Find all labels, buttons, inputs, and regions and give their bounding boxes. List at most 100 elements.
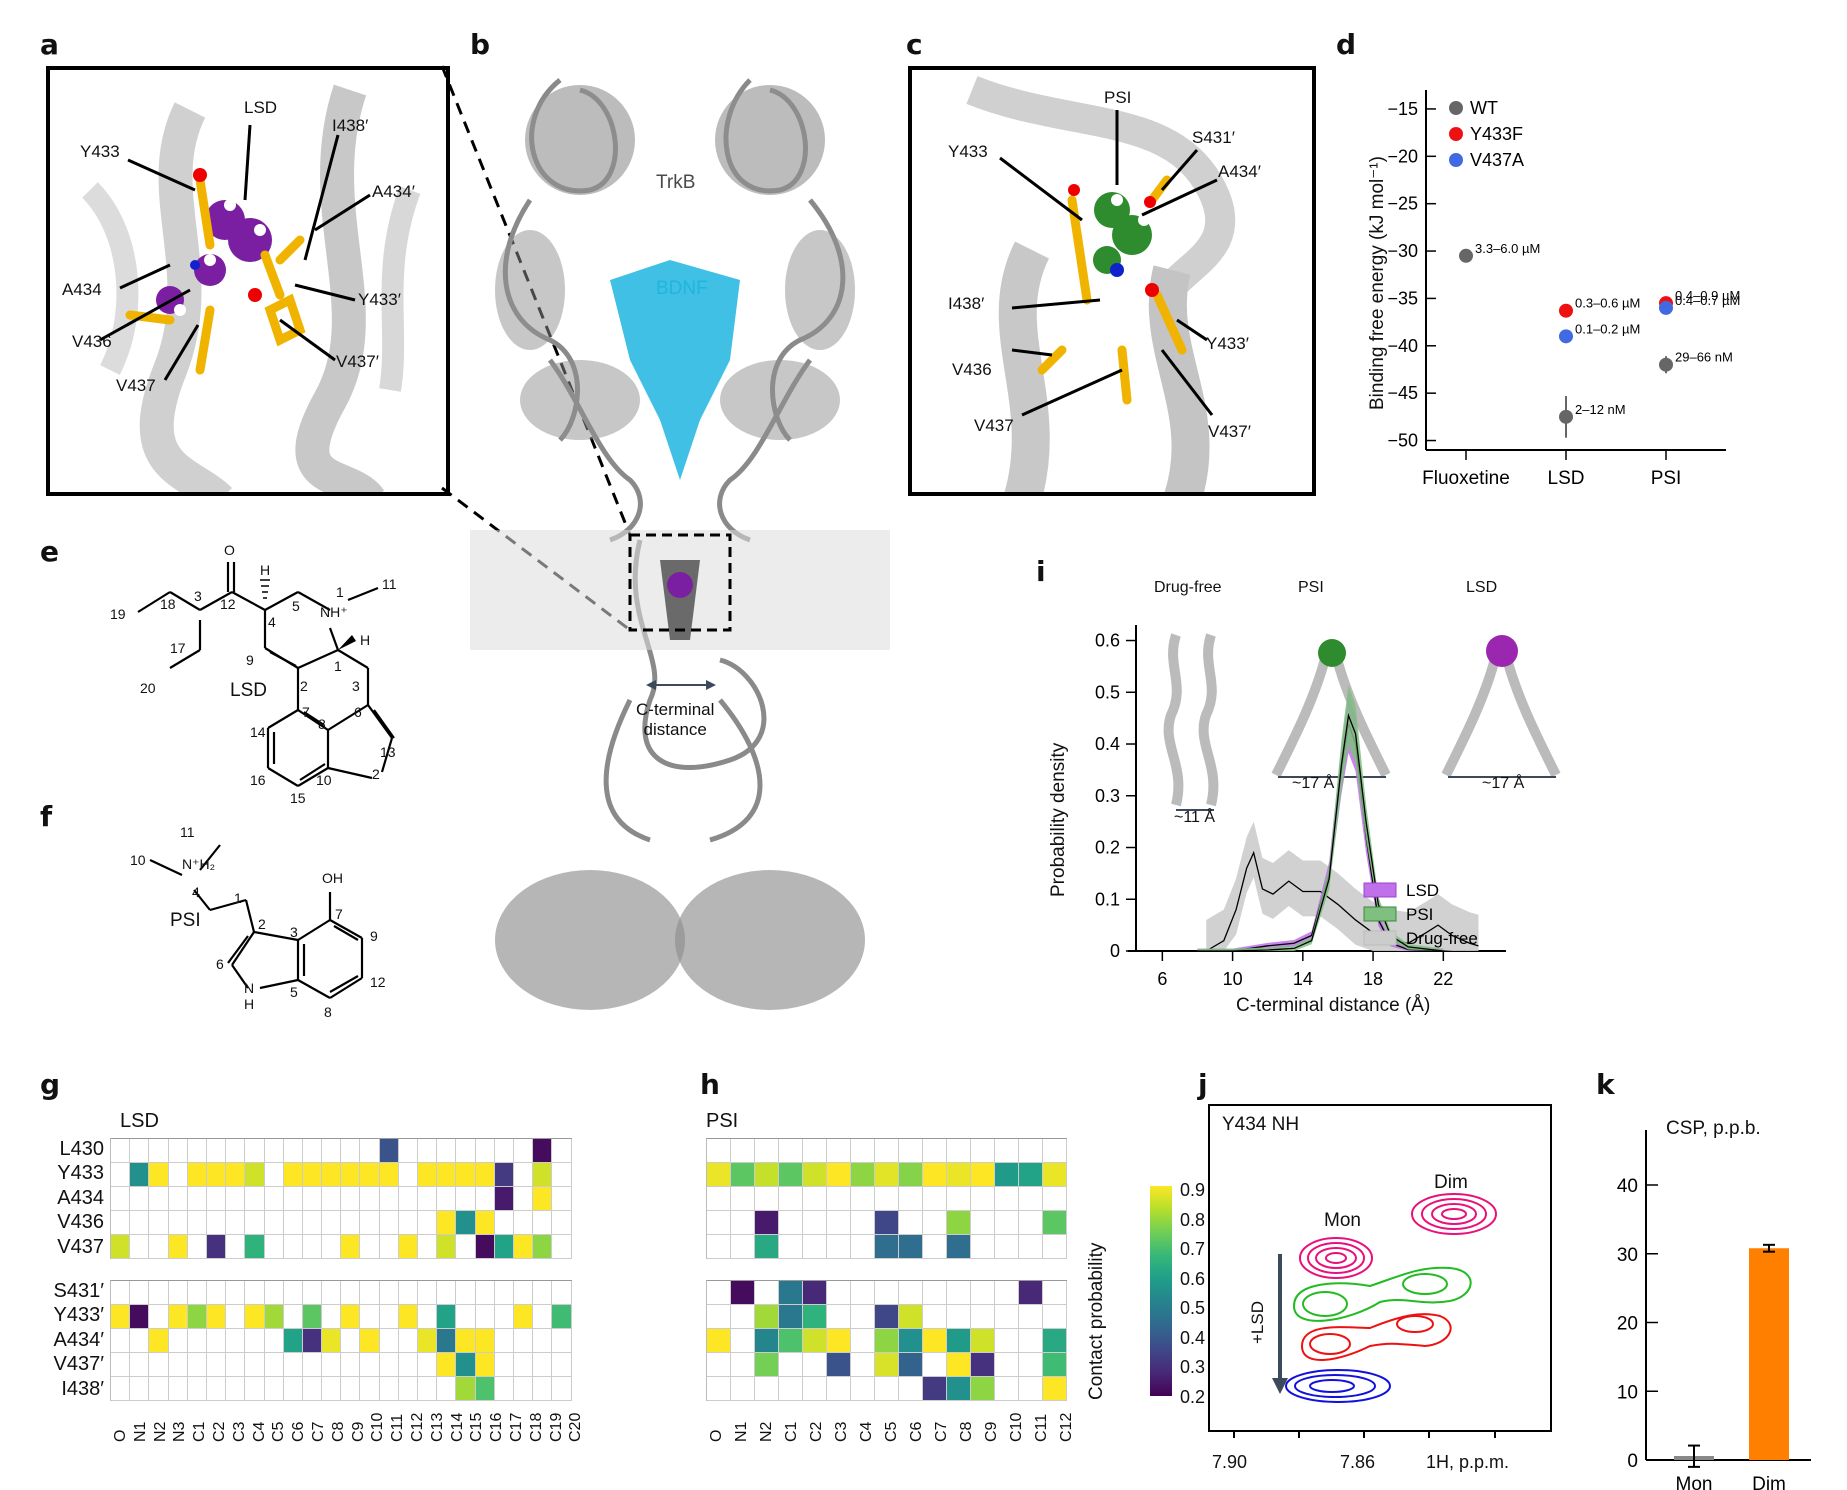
heatmap-cell [552,1163,572,1187]
heatmap-cell [731,1281,755,1305]
heatmap-cell [283,1163,303,1187]
heatmap-cell [755,1377,779,1401]
heatmap-cell [379,1187,399,1211]
heatmap-cell [731,1377,755,1401]
heatmap-cell [1043,1163,1067,1187]
heatmap-cell [226,1353,246,1377]
heatmap-cell [245,1163,265,1187]
heatmap-cell [206,1235,227,1259]
chart-i-plot: 0 0.1 0.2 0.3 0.4 0.5 0.6 6 10 14 18 22 LSD PSI Drug-f… [1095,625,1561,989]
nmr-xtick: 7.90 [1212,1452,1248,1472]
row-label: A434 [57,1186,104,1209]
heatmap-cell [995,1353,1019,1377]
heatmap-h-top [706,1138,1067,1259]
heatmap-cell [418,1235,438,1259]
heatmap-cell [827,1305,851,1329]
heatmap-cell [533,1163,553,1187]
svg-text:LSD: LSD [1548,468,1585,489]
label-y433: Y433 [80,142,120,161]
heatmap-cell [418,1281,438,1305]
column-label: C3 [833,1421,850,1442]
column-label: N1 [131,1421,149,1442]
chart-k-plot: 0 10 20 30 40 Mon Dim [1617,1130,1811,1490]
row-label: Y433′ [53,1304,104,1327]
protein-helix-render [966,76,1235,492]
svg-text:18: 18 [1363,969,1383,989]
heatmap-cell [803,1305,827,1329]
heatmap-cell [302,1305,323,1329]
heatmap-cell [971,1235,995,1259]
heatmap-h-bottom [706,1280,1067,1401]
heatmap-cell [513,1139,534,1163]
label-trkb: TrkB [656,172,696,193]
heatmap-cell [398,1211,418,1235]
heatmap-cell [111,1377,131,1401]
heatmap-cell [398,1235,418,1259]
heatmap-cell [513,1353,534,1377]
atom-label-h: H [260,562,271,578]
heatmap-cell [923,1187,947,1211]
heatmap-cell [456,1235,476,1259]
heatmap-cell [360,1187,380,1211]
heatmap-cell [552,1235,572,1259]
atom-label: 11 [382,576,397,592]
heatmap-cell [283,1187,303,1211]
heatmap-cell [995,1235,1019,1259]
molecule-name-lsd: LSD [230,680,267,701]
svg-text:0.4–0.7 µM: 0.4–0.7 µM [1675,293,1740,308]
svg-text:0.3: 0.3 [1095,786,1120,806]
heatmap-cell [533,1305,553,1329]
column-label: C19 [547,1412,565,1442]
heatmap-cell [264,1353,284,1377]
heatmap-cell [437,1377,457,1401]
heatmap-cell [111,1211,131,1235]
heatmap-cell [1019,1163,1043,1187]
row-label: V437′ [53,1353,104,1376]
heatmap-cell [187,1139,207,1163]
heatmap-cell [379,1281,399,1305]
nmr-x-axis [1233,1430,1496,1438]
heatmap-cell [187,1329,207,1353]
heatmap-cell [755,1305,779,1329]
heatmap-cell [360,1329,380,1353]
heatmap-cell [707,1281,731,1305]
heatmap-cell [149,1235,169,1259]
heatmap-cell [283,1139,303,1163]
atom-label: 18 [160,596,176,612]
column-label: C9 [349,1421,367,1442]
chart-i-xlabel: C-terminal distance (Å) [1236,995,1431,1016]
heatmap-cell [111,1139,131,1163]
svg-text:0: 0 [1627,1451,1638,1472]
heatmap-cell [779,1305,803,1329]
heatmap-cell [322,1163,342,1187]
heatmap-cell [494,1329,514,1353]
heatmap-cell [947,1211,971,1235]
heatmap-cell [206,1329,227,1353]
heatmap-cell [827,1187,851,1211]
heatmap-cell [379,1329,399,1353]
heatmap-cell [437,1329,457,1353]
heatmap-cell [322,1235,342,1259]
heatmap-cell [731,1329,755,1353]
heatmap-cell [226,1329,246,1353]
atom-label-oh: OH [322,870,343,886]
heatmap-cell [264,1305,284,1329]
atom-label: 14 [250,724,266,740]
heatmap-cell [827,1377,851,1401]
svg-text:3.3–6.0 µM: 3.3–6.0 µM [1475,241,1540,256]
atom-label: 10 [130,852,146,868]
heatmap-cell [360,1163,380,1187]
heatmap-cell [398,1353,418,1377]
heatmap-cell [899,1163,923,1187]
panel-label-f: f [40,800,53,833]
column-label: C11 [389,1413,407,1442]
heatmap-cell [1019,1139,1043,1163]
column-label: C2 [808,1421,825,1442]
heatmap-cell [731,1353,755,1377]
heatmap-cell [341,1281,361,1305]
heatmap-cell [923,1163,947,1187]
heatmap-cell [875,1377,899,1401]
heatmap-cell [1019,1211,1043,1235]
heatmap-cell [875,1235,899,1259]
heatmap-cell [322,1187,342,1211]
